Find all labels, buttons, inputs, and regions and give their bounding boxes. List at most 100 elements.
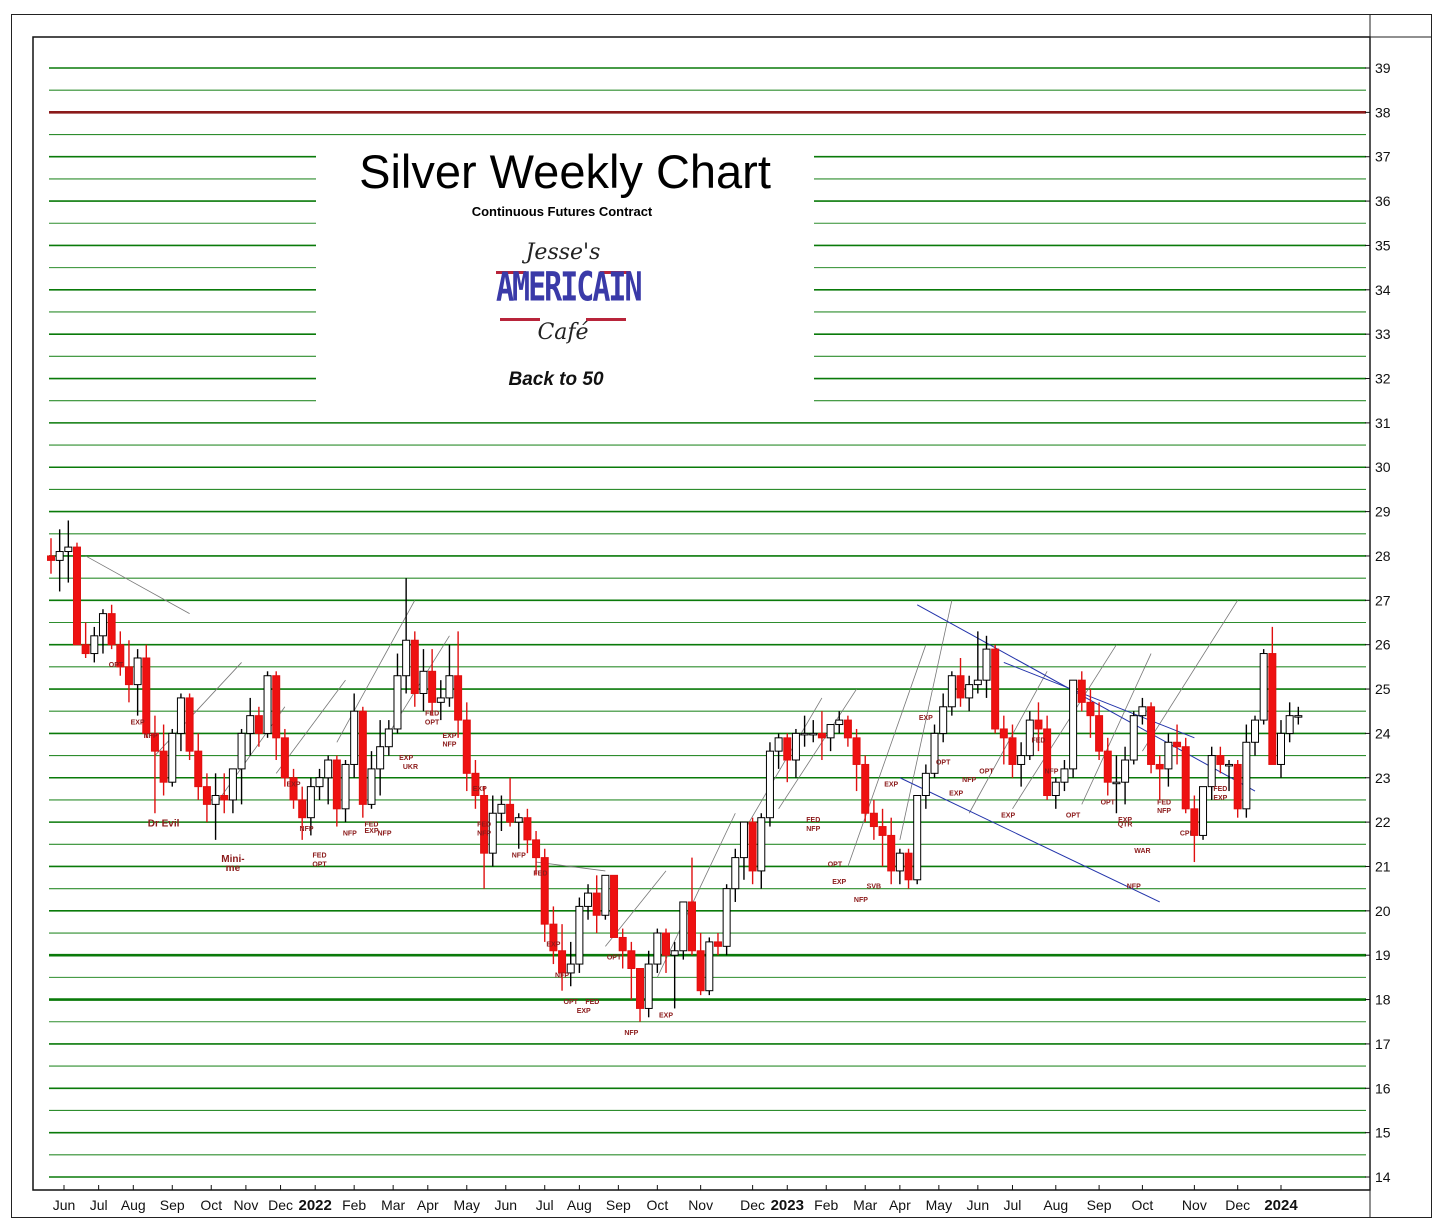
candle-body (1233, 763, 1242, 810)
candle-body (272, 675, 281, 739)
candle-body (1017, 755, 1026, 765)
candle-body (64, 546, 73, 553)
cafe-logo: Jesse's AMERICAIN Café (496, 240, 643, 356)
trend-line (847, 644, 927, 867)
event-label: EXP (131, 720, 145, 727)
candle (809, 720, 818, 743)
x-tick-label: Apr (417, 1197, 439, 1213)
candle (722, 884, 731, 956)
event-label: NFP (1127, 884, 1141, 891)
event-label: OPT (312, 861, 327, 868)
candle-body (1060, 768, 1069, 783)
candle (1216, 746, 1225, 774)
candle (991, 644, 1000, 734)
candle (973, 631, 982, 694)
candle-body (1095, 715, 1104, 752)
candle-body (1025, 719, 1034, 757)
trend-line (743, 697, 823, 832)
candle-body (488, 812, 497, 854)
x-tick-label: Feb (814, 1197, 838, 1213)
candle (462, 702, 471, 792)
event-label: QTR (1118, 822, 1133, 829)
candle (298, 786, 307, 840)
event-label: NFP (477, 830, 491, 837)
candle (852, 728, 861, 792)
candle-body (168, 732, 177, 783)
candle-body (575, 905, 584, 965)
candle-body (150, 732, 159, 752)
event-label: EXP (1001, 813, 1015, 820)
y-tick-label: 22 (1375, 814, 1391, 830)
channel-line (899, 777, 1160, 903)
candle (142, 644, 151, 738)
candle-body (627, 950, 636, 970)
candle-body (549, 923, 558, 952)
event-label: NFP (343, 830, 357, 837)
candle-body (592, 892, 601, 916)
y-tick-label: 39 (1375, 60, 1391, 76)
y-tick-label: 16 (1375, 1080, 1391, 1096)
candle (1008, 724, 1017, 778)
candle (1060, 760, 1069, 792)
candle (679, 901, 688, 960)
candle-body (133, 657, 142, 686)
candle (488, 795, 497, 867)
candle-body (211, 795, 220, 805)
candle (263, 671, 272, 738)
candle-body (410, 639, 419, 694)
event-label: WAR (1134, 848, 1150, 855)
candle (376, 720, 385, 796)
channel-line (916, 604, 1256, 792)
candle (497, 795, 506, 831)
candle (436, 680, 445, 721)
candle-body (843, 719, 852, 739)
candle (1112, 755, 1121, 814)
candle (90, 626, 99, 663)
candle (653, 928, 662, 973)
candle-body (921, 772, 930, 797)
candle-body (315, 777, 324, 788)
candle-body (1225, 763, 1234, 767)
event-label: OPT (607, 955, 622, 962)
candle (47, 538, 55, 574)
x-tick-label: Aug (1043, 1197, 1068, 1213)
chart-subtitle: Continuous Futures Contract (471, 204, 653, 219)
candle-body (705, 941, 714, 992)
y-tick-label: 37 (1375, 149, 1391, 165)
candle-body (878, 826, 887, 836)
candle-body (159, 750, 168, 783)
x-tick-label: Nov (233, 1197, 258, 1213)
candle (1017, 742, 1026, 787)
candle-body (289, 777, 298, 801)
candle-body (765, 750, 774, 819)
candle-body (852, 737, 861, 765)
candle-body (402, 639, 411, 677)
candle-body (982, 648, 991, 681)
event-label: EXP (949, 791, 963, 798)
candle-body (1155, 763, 1164, 770)
candle-body (1129, 715, 1138, 761)
candle-body (358, 710, 367, 805)
candle (194, 733, 203, 800)
candle (324, 755, 333, 805)
candle-body (263, 675, 272, 734)
logo-stripe (500, 318, 540, 321)
candle-body (324, 759, 333, 779)
candle-body (298, 799, 307, 819)
candles (47, 520, 1303, 1022)
candle-body (965, 684, 974, 699)
candle-body (1008, 737, 1017, 765)
event-label: FED (1213, 786, 1227, 793)
x-tick-label: Aug (121, 1197, 146, 1213)
candle-body (540, 857, 549, 925)
candle-body (1077, 679, 1086, 703)
candle-body (332, 759, 341, 810)
candle-body (1268, 653, 1277, 765)
event-label: FED (1157, 799, 1171, 806)
y-tick-label: 31 (1375, 415, 1391, 431)
candle (228, 768, 237, 814)
event-label: NFP (512, 853, 526, 860)
candle (445, 644, 454, 707)
candle-body (142, 657, 151, 734)
candle (471, 760, 480, 809)
